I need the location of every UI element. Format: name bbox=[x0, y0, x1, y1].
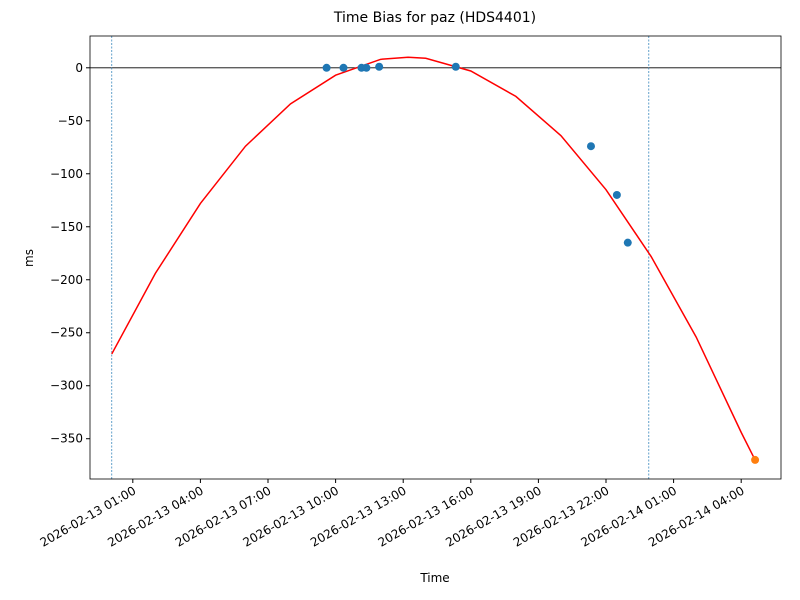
y-tick-label: −300 bbox=[50, 379, 83, 393]
y-tick-label: −150 bbox=[50, 220, 83, 234]
plot-frame bbox=[89, 35, 782, 480]
y-tick-label: −50 bbox=[58, 114, 83, 128]
chart-title: Time Bias for paz (HDS4401) bbox=[333, 10, 536, 26]
data-point bbox=[751, 455, 760, 464]
y-tick-label: −100 bbox=[50, 167, 83, 181]
y-tick-label: −350 bbox=[50, 432, 83, 446]
y-tick-label: 0 bbox=[75, 61, 83, 75]
y-axis-label: ms bbox=[22, 249, 36, 267]
data-point bbox=[322, 63, 331, 72]
x-axis-label: Time bbox=[419, 571, 449, 585]
data-point bbox=[623, 238, 632, 247]
data-point bbox=[339, 63, 348, 72]
fit-curve bbox=[111, 56, 756, 461]
data-point bbox=[375, 62, 384, 71]
y-tick-label: −250 bbox=[50, 326, 83, 340]
data-point bbox=[586, 142, 595, 151]
data-point bbox=[362, 63, 371, 72]
data-point bbox=[612, 190, 621, 199]
data-point bbox=[451, 62, 460, 71]
y-tick-label: −200 bbox=[50, 273, 83, 287]
